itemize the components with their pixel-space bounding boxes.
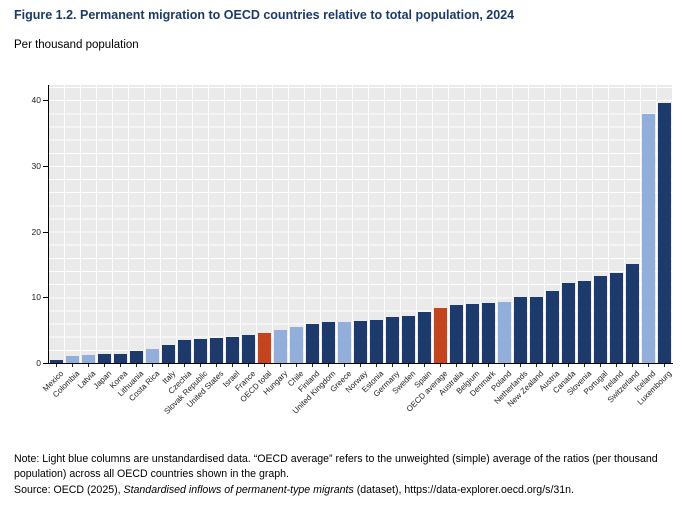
bar-norway (353, 320, 367, 363)
x-axis-tick-mark (664, 364, 665, 367)
x-axis-tick-mark (488, 364, 489, 367)
figure-footer: Note: Light blue columns are unstandardi… (14, 452, 690, 498)
x-axis-tick-mark (216, 364, 217, 367)
bar-netherlands (513, 297, 527, 363)
x-axis-tick-mark (616, 364, 617, 367)
bar-germany (385, 316, 399, 363)
x-axis-tick-mark (440, 364, 441, 367)
x-axis-tick-mark (88, 364, 89, 367)
x-axis-tick-mark (504, 364, 505, 367)
x-axis-tick-mark (600, 364, 601, 367)
x-axis-tick-mark (104, 364, 105, 367)
y-axis-tick-label: 20 (31, 226, 41, 237)
x-axis-tick-mark (520, 364, 521, 367)
bar-italy (161, 345, 175, 363)
x-axis-tick-mark (56, 364, 57, 367)
bar-chile (289, 326, 303, 363)
bar-oecd-total (257, 333, 271, 363)
x-axis-tick-mark (344, 364, 345, 367)
bar-belgium (465, 303, 479, 363)
figure-title: Figure 1.2. Permanent migration to OECD … (14, 8, 515, 22)
x-axis-tick-mark (392, 364, 393, 367)
x-axis-tick-mark (120, 364, 121, 367)
bar-czechia (177, 339, 191, 363)
y-axis-tick-label: 10 (31, 292, 41, 303)
bar-greece (337, 322, 351, 363)
note-text: Note: Light blue columns are unstandardi… (14, 453, 658, 481)
x-axis-tick-mark (568, 364, 569, 367)
x-axis-tick-mark (152, 364, 153, 367)
bar-new-zealand (529, 296, 543, 363)
source-text: Source: OECD (2025), Standardised inflow… (14, 483, 575, 496)
x-axis-tick-mark (552, 364, 553, 367)
bar-oecd-average (433, 308, 447, 363)
bar-austria (545, 291, 559, 363)
x-axis-tick-mark (424, 364, 425, 367)
y-axis-tick-label: 40 (31, 95, 41, 106)
y-axis-tick-mark (43, 363, 48, 364)
x-axis-tick-label-luxembourg: Luxembourg (635, 369, 674, 407)
x-axis-tick-mark (312, 364, 313, 367)
bar-hungary (273, 330, 287, 363)
y-axis-tick-mark (43, 165, 48, 167)
bar-japan (97, 354, 111, 363)
bar-costa-rica (145, 348, 159, 363)
bar-korea (113, 353, 127, 363)
bar-mexico (49, 360, 63, 363)
y-axis-tick-mark (43, 100, 48, 102)
x-axis-tick-mark (632, 364, 633, 367)
bar-united-states (209, 338, 223, 363)
bar-sweden (401, 315, 415, 363)
bar-latvia (81, 355, 95, 363)
bar-estonia (369, 320, 383, 363)
x-axis-tick-mark (408, 364, 409, 367)
x-axis-tick-mark (168, 364, 169, 367)
x-axis-tick-mark (536, 364, 537, 367)
bar-slovak-republic (193, 339, 207, 363)
bar-united-kingdom (321, 322, 335, 363)
x-axis-tick-mark (264, 364, 265, 367)
x-axis-tick-mark (136, 364, 137, 367)
x-axis-tick-mark (296, 364, 297, 367)
source-dataset-name: Standardised inflows of permanent-type m… (123, 483, 354, 496)
bar-poland (497, 301, 511, 363)
bar-lithuania (129, 351, 143, 363)
bar-switzerland (625, 263, 639, 363)
bar-slovenia (577, 280, 591, 363)
bar-france (241, 334, 255, 363)
bar-spain (417, 311, 431, 363)
x-axis-tick-mark (376, 364, 377, 367)
x-axis-tick-mark (360, 364, 361, 367)
x-axis-tick-mark (72, 364, 73, 367)
x-axis-tick-mark (472, 364, 473, 367)
x-axis-tick-mark (280, 364, 281, 367)
bar-israel (225, 336, 239, 363)
x-axis-tick-mark (184, 364, 185, 367)
x-axis-tick-mark (248, 364, 249, 367)
bar-portugal (593, 276, 607, 363)
y-axis-tick-label: 30 (31, 160, 41, 171)
bar-australia (449, 304, 463, 363)
y-axis-tick-mark (43, 231, 48, 233)
bar-finland (305, 323, 319, 363)
bar-denmark (481, 303, 495, 363)
bar-luxembourg (657, 103, 671, 363)
x-axis-tick-mark (328, 364, 329, 367)
x-axis-tick-mark (232, 364, 233, 367)
bar-colombia (65, 356, 79, 363)
x-axis-tick-mark (584, 364, 585, 367)
x-axis-tick-mark (200, 364, 201, 367)
y-axis-tick-mark (43, 297, 48, 299)
bar-canada (561, 282, 575, 363)
bar-iceland (641, 113, 655, 363)
bar-ireland (609, 272, 623, 363)
x-axis-tick-mark (648, 364, 649, 367)
x-axis-tick-mark (456, 364, 457, 367)
axis-unit-label: Per thousand population (14, 39, 139, 51)
y-axis-tick-label: 0 (36, 358, 41, 368)
